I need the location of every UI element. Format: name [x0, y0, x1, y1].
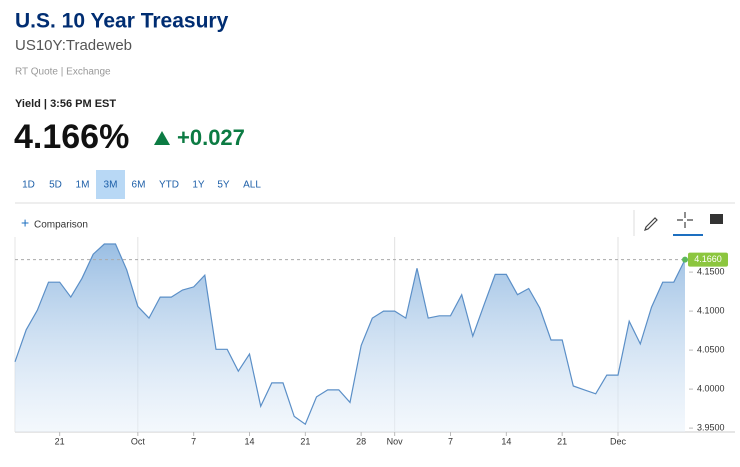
range-button[interactable]: 5D	[49, 180, 62, 191]
x-tick-label: 7	[191, 436, 196, 446]
range-button[interactable]: ALL	[243, 180, 261, 191]
x-tick-label: 28	[356, 436, 366, 446]
x-tick-label: 21	[55, 436, 65, 446]
quote-type: RT Quote | Exchange	[15, 67, 111, 78]
area-fill	[15, 244, 685, 432]
x-tick-label: Nov	[387, 436, 404, 446]
x-tick-label: 21	[300, 436, 310, 446]
symbol: US10Y:Tradeweb	[15, 37, 132, 54]
event-icon[interactable]	[710, 214, 723, 224]
last-value-label: 4.1660	[694, 254, 722, 264]
price-line	[14, 243, 686, 426]
plus-icon[interactable]: +	[21, 215, 29, 231]
range-button[interactable]: 6M	[132, 180, 146, 191]
up-arrow	[154, 131, 170, 145]
x-tick-label: 7	[448, 436, 453, 446]
range-button[interactable]: YTD	[159, 180, 179, 191]
range-button[interactable]: 3M	[104, 180, 118, 191]
price: 4.166%	[14, 118, 129, 156]
x-tick-label: 21	[557, 436, 567, 446]
y-tick-label: 4.1000	[697, 305, 725, 315]
y-tick-label: 4.0500	[697, 344, 725, 354]
range-buttons: 1D 5D 1M 3M 6M YTD 1Y 5Y ALL	[22, 170, 261, 199]
change: +0.027	[177, 125, 245, 150]
draw-icon[interactable]	[644, 217, 658, 231]
title: U.S. 10 Year Treasury	[15, 10, 229, 33]
comparison[interactable]: Comparison	[34, 220, 88, 231]
y-tick-label: 4.1500	[697, 266, 725, 276]
x-tick-label: Dec	[610, 436, 627, 446]
time: Yield | 3:56 PM EST	[15, 98, 116, 110]
range-button[interactable]: 1Y	[192, 180, 205, 191]
chart: 21 Oct 7 14 21 28 Nov 7 14 21 Dec 3.9500 4.0000 4.050…	[14, 237, 735, 446]
range-button[interactable]: 1D	[22, 180, 35, 191]
range-selected-bg	[96, 170, 125, 199]
last-value-badge	[688, 252, 728, 267]
x-tick-label: 14	[244, 436, 254, 446]
x-tick-label: Oct	[131, 436, 146, 446]
range-button[interactable]: 5Y	[217, 180, 230, 191]
range-button[interactable]: 1M	[76, 180, 90, 191]
x-tick-label: 14	[501, 436, 511, 446]
y-tick-label: 3.9500	[697, 422, 725, 432]
crosshair-icon[interactable]	[677, 212, 693, 228]
y-tick-label: 4.0000	[697, 383, 725, 393]
last-point	[682, 256, 688, 263]
